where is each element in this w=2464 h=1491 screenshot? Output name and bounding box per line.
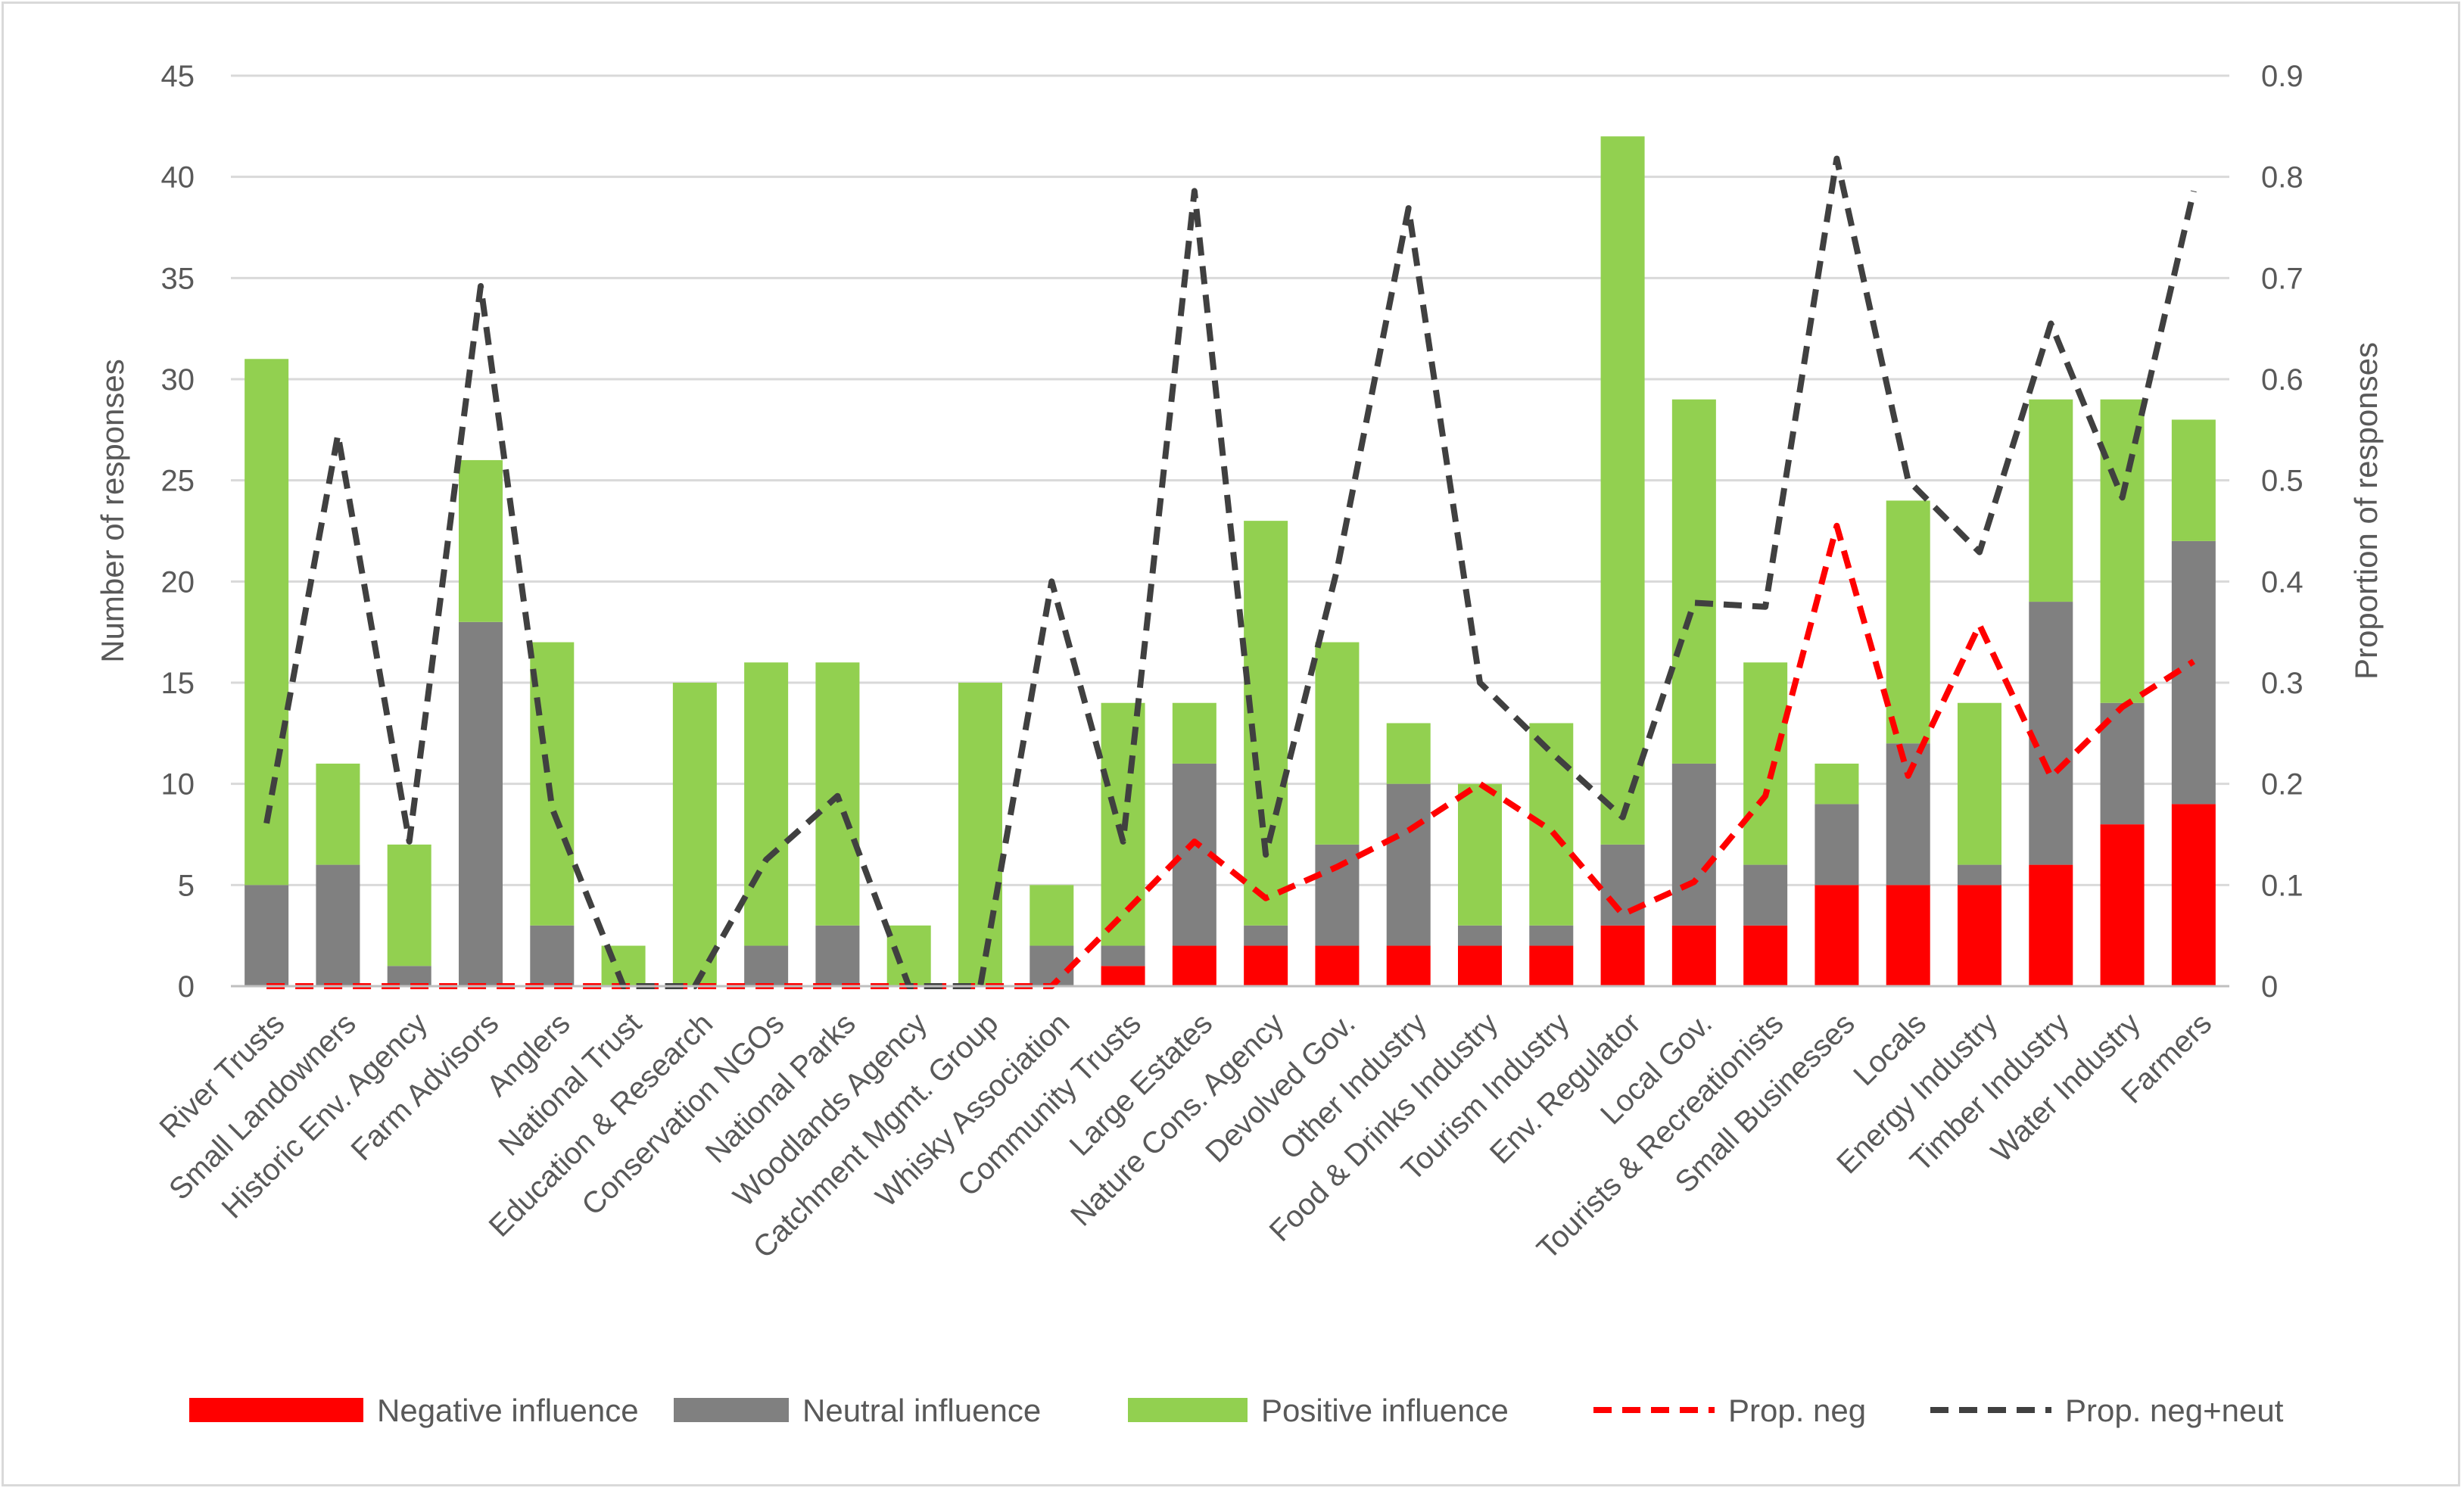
bar-positive-influencelocals [1886,500,1930,744]
y2-tick-label: 0.8 [2261,161,2304,195]
bar-negative-influencefarmers [2171,804,2216,986]
legend-label: Prop. neg [1728,1393,1866,1428]
bar-neutral-influencefarm-advisors [459,621,503,986]
bar-positive-influencefood-drinks-industry [1458,783,1502,926]
bar-positive-influencewhisky-association [1030,885,1074,946]
bar-positive-influencenature-cons-agency [1244,521,1288,926]
y-tick-label: 40 [161,161,195,195]
bar-neutral-influenceenv-regulator [1600,844,1645,926]
bar-neutral-influencedevolved-gov- [1315,844,1360,946]
bar-positive-influenceeducation-research [672,683,717,986]
bar-negative-influenceother-industry [1386,945,1431,986]
bar-negative-influencenature-cons-agency [1244,945,1288,986]
stacked-bar-line-chart: 0 0 5 0.1 10 0.2 15 0.3 20 0.4 25 0.5 30 0.6 35 0.7 40 0.… [95,60,2384,1428]
bar-negative-influencetourists-recreationists [1743,925,1788,986]
legend: Negative influence Neutral influence Posit… [189,1393,2284,1428]
y-tick-label: 15 [161,667,195,700]
bar-negative-influencesmall-businesses [1815,885,1859,986]
y-tick-label: 35 [161,262,195,295]
legend-swatch [189,1398,363,1422]
legend-swatch [674,1398,789,1422]
y2-tick-label: 0.3 [2261,667,2304,700]
bar-positive-influenceconservation-ngos [744,662,789,946]
y2-tick-label: 0 [2261,970,2278,1004]
bar-series [245,136,2216,986]
bar-negative-influenceenv-regulator [1600,925,1645,986]
bar-negative-influencetourism-industry [1529,945,1574,986]
bar-negative-influencecommunity-trusts [1101,966,1145,986]
bar-negative-influencelocals [1886,885,1930,986]
y2-tick-label: 0.7 [2261,262,2304,295]
bar-neutral-influencecommunity-trusts [1101,945,1145,967]
bar-negative-influenceenergy-industry [1958,885,2001,986]
bar-neutral-influencefood-drinks-industry [1458,925,1502,946]
bar-neutral-influencesmall-businesses [1815,804,1859,886]
bar-positive-influencecatchment-mgmt-group [958,683,1002,986]
bar-positive-influencetourists-recreationists [1743,662,1788,865]
bar-negative-influencelocal-gov- [1671,925,1716,986]
bar-positive-influenceenv-regulator [1600,136,1645,845]
y2-axis-label: Proportion of responses [2348,342,2384,680]
bar-positive-influenceanglers [530,642,575,926]
bar-neutral-influenceother-industry [1386,783,1431,946]
y-tick-label: 30 [161,363,195,397]
y-axis-label: Number of responses [95,359,130,663]
legend-swatch [1128,1398,1248,1422]
bar-positive-influencefarm-advisors [459,459,503,622]
bar-negative-influencedevolved-gov- [1315,945,1360,986]
y2-tick-label: 0.1 [2261,869,2304,902]
bar-negative-influencewater-industry [2100,824,2145,986]
bar-neutral-influencelocal-gov- [1671,763,1716,926]
y-tick-label: 45 [161,60,195,93]
bar-positive-influenceother-industry [1386,723,1431,784]
bar-positive-influencelarge-estates [1172,702,1216,764]
bar-positive-influencetourism-industry [1529,723,1574,926]
legend-label: Negative influence [377,1393,639,1428]
bar-positive-influencewater-industry [2100,399,2145,703]
bar-positive-influencesmall-businesses [1815,763,1859,805]
bar-neutral-influencetourists-recreationists [1743,864,1788,926]
y-tick-label: 20 [161,565,195,599]
y2-tick-label: 0.5 [2261,465,2304,498]
axes: 0 0 5 0.1 10 0.2 15 0.3 20 0.4 25 0.5 30 0.6 35 0.7 40 0.… [161,60,2304,1004]
bar-neutral-influencelocals [1886,743,1930,886]
y-tick-label: 0 [178,970,195,1004]
bar-positive-influencedevolved-gov- [1315,642,1360,845]
bar-positive-influencesmall-landowners [316,763,360,865]
y2-tick-label: 0.6 [2261,363,2304,397]
bar-neutral-influencewhisky-association [1030,945,1074,986]
bar-positive-influencehistoric-env-agency [387,844,431,967]
bar-negative-influencelarge-estates [1172,945,1216,986]
line-prop-neg-neut [263,155,2197,989]
bar-negative-influencefood-drinks-industry [1458,945,1502,986]
y2-tick-label: 0.4 [2261,565,2304,599]
y2-tick-label: 0.9 [2261,60,2304,93]
legend-label: Prop. neg+neut [2065,1393,2284,1428]
bar-neutral-influencehistoric-env-agency [387,966,431,986]
bar-positive-influenceriver-trusts [245,359,289,886]
bar-positive-influenceenergy-industry [1958,702,2001,865]
bar-neutral-influencesmall-landowners [316,864,360,986]
y-tick-label: 10 [161,768,195,802]
legend-label: Positive influence [1261,1393,1509,1428]
bar-positive-influencetimber-industry [2029,399,2073,602]
y2-tick-label: 0.2 [2261,768,2304,802]
bar-neutral-influencenature-cons-agency [1244,925,1288,946]
y-tick-label: 25 [161,465,195,498]
bar-neutral-influenceenergy-industry [1958,864,2001,886]
bar-neutral-influenceriver-trusts [245,885,289,986]
bar-positive-influencelocal-gov- [1671,399,1716,764]
bar-neutral-influencetimber-industry [2029,602,2073,865]
bar-neutral-influencenational-parks [815,925,860,986]
y-tick-label: 5 [178,869,195,902]
bar-neutral-influenceanglers [530,925,575,986]
bar-neutral-influenceconservation-ngos [744,945,789,986]
bar-positive-influencefarmers [2171,419,2216,541]
bar-neutral-influencetourism-industry [1529,925,1574,946]
bar-positive-influencewoodlands-agency [886,925,931,986]
legend-label: Neutral influence [802,1393,1041,1428]
bar-negative-influencetimber-industry [2029,864,2073,986]
